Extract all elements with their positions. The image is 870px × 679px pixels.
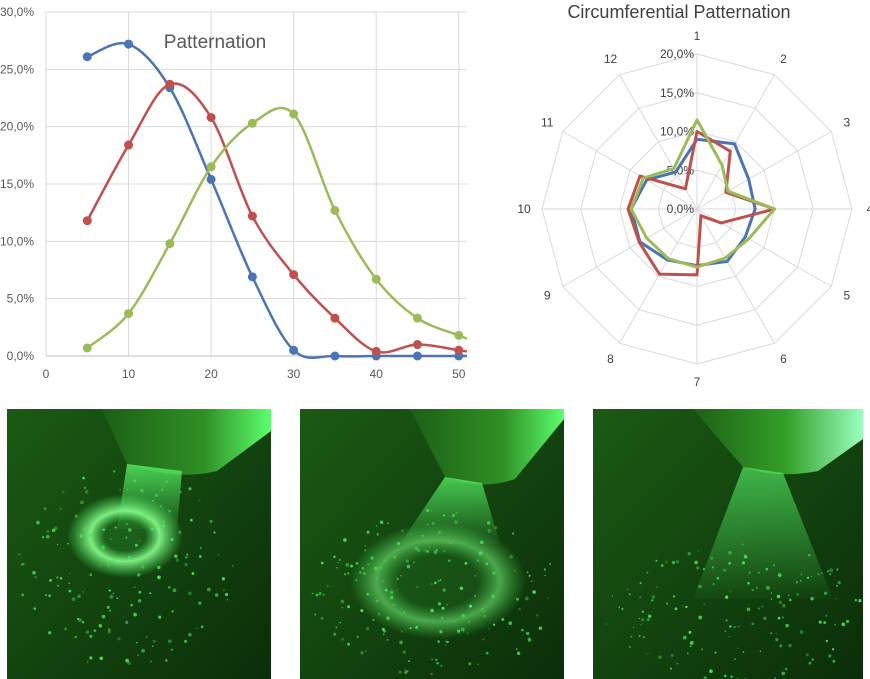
radar-spoke: [696, 208, 775, 344]
x-tick-label: 50: [452, 367, 466, 381]
series-2-point: [206, 112, 216, 122]
spray-photo-3: [593, 409, 863, 679]
line-chart-gridlines: [45, 11, 467, 357]
y-tick-label: 0,0%: [7, 349, 35, 363]
y-tick-label: 15,0%: [0, 177, 34, 191]
series-2-point: [289, 270, 299, 280]
radar-chart-gridlines: [541, 53, 853, 365]
x-tick-label: 30: [287, 367, 301, 381]
series-3-line: [86, 106, 468, 349]
radar-spoke: [562, 131, 698, 210]
radar-series-2: [626, 130, 776, 277]
series-2-point: [371, 346, 381, 356]
series-3-point: [206, 162, 216, 172]
radar-category-label: 10: [517, 202, 531, 216]
line-chart-title: Patternation: [164, 32, 266, 53]
radar-spoke: [562, 208, 698, 287]
series-1-point: [247, 272, 257, 282]
series-2-point: [124, 140, 134, 150]
series-3-point: [124, 309, 134, 319]
series-1-line: [86, 41, 467, 359]
radar-spoke: [619, 74, 698, 210]
series-1-point: [82, 52, 92, 62]
y-tick-label: 20,0%: [0, 120, 34, 134]
radar-series-3: [629, 118, 776, 269]
radar-spoke: [696, 74, 775, 210]
radar-spoke: [619, 208, 698, 344]
series-1-point: [412, 351, 422, 361]
series-3-point: [412, 313, 422, 323]
x-tick-label: 0: [43, 367, 50, 381]
x-tick-label: 20: [204, 367, 218, 381]
x-tick-label: 40: [370, 367, 384, 381]
series-2-point: [412, 340, 422, 350]
series-3-point: [371, 274, 381, 284]
radar-tick-label: 20,0%: [660, 47, 694, 61]
series-1-point: [206, 174, 216, 184]
series-3-point: [247, 118, 257, 128]
series-2-point: [454, 345, 464, 355]
spray-photo-1: [7, 409, 271, 679]
series-3-point: [454, 330, 464, 340]
series-2-point: [330, 313, 340, 323]
series-2-line: [86, 82, 468, 354]
radar-chart-category-labels: 123456789101112: [517, 29, 870, 389]
radar-category-label: 7: [694, 375, 701, 389]
y-tick-label: 5,0%: [7, 292, 35, 306]
series-2-point: [247, 211, 257, 221]
spray-photo-2: [300, 409, 564, 679]
y-tick-label: 25,0%: [0, 62, 34, 76]
radar-category-label: 11: [541, 116, 554, 130]
y-tick-label: 30,0%: [0, 5, 34, 19]
series-3-point: [289, 109, 299, 119]
x-tick-label: 10: [122, 367, 136, 381]
radar-category-label: 12: [604, 52, 618, 66]
series-3-point: [165, 239, 175, 249]
radar-spoke: [696, 131, 832, 210]
series-2-point: [82, 216, 92, 226]
series-3-point: [82, 343, 92, 353]
radar-chart-title: Circumferential Patternation: [567, 2, 790, 22]
series-1-point: [289, 345, 299, 355]
radar-tick-label: 0,0%: [667, 202, 695, 216]
series-1-point: [330, 351, 340, 361]
radar-category-label: 8: [607, 352, 614, 366]
y-tick-label: 10,0%: [0, 234, 34, 248]
series-3-point: [330, 205, 340, 215]
radar-category-label: 2: [780, 52, 787, 66]
series-1-point: [124, 39, 134, 49]
line-chart-x-ticks: 0 10 20 30 40 50: [43, 367, 466, 381]
radar-category-label: 1: [694, 29, 701, 43]
radar-chart-series: [626, 118, 776, 277]
line-chart-y-ticks: 0,0% 5,0% 10,0% 15,0% 20,0% 25,0% 30,0%: [0, 5, 34, 363]
patternation-line-chart: 0,0% 5,0% 10,0% 15,0% 20,0% 25,0% 30,0% 0 10 20 3…: [0, 5, 468, 381]
radar-category-label: 4: [867, 202, 870, 216]
line-chart-series: [82, 39, 468, 361]
radar-category-label: 6: [780, 352, 787, 366]
radar-tick-label: 15,0%: [660, 86, 694, 100]
radar-category-label: 3: [843, 116, 850, 130]
radar-tick-label: 10,0%: [660, 125, 694, 139]
series-2-point: [165, 79, 175, 89]
circumferential-radar-chart: Circumferential Patternation 12345678910…: [517, 2, 870, 389]
radar-category-label: 9: [544, 289, 551, 303]
radar-category-label: 5: [843, 289, 850, 303]
